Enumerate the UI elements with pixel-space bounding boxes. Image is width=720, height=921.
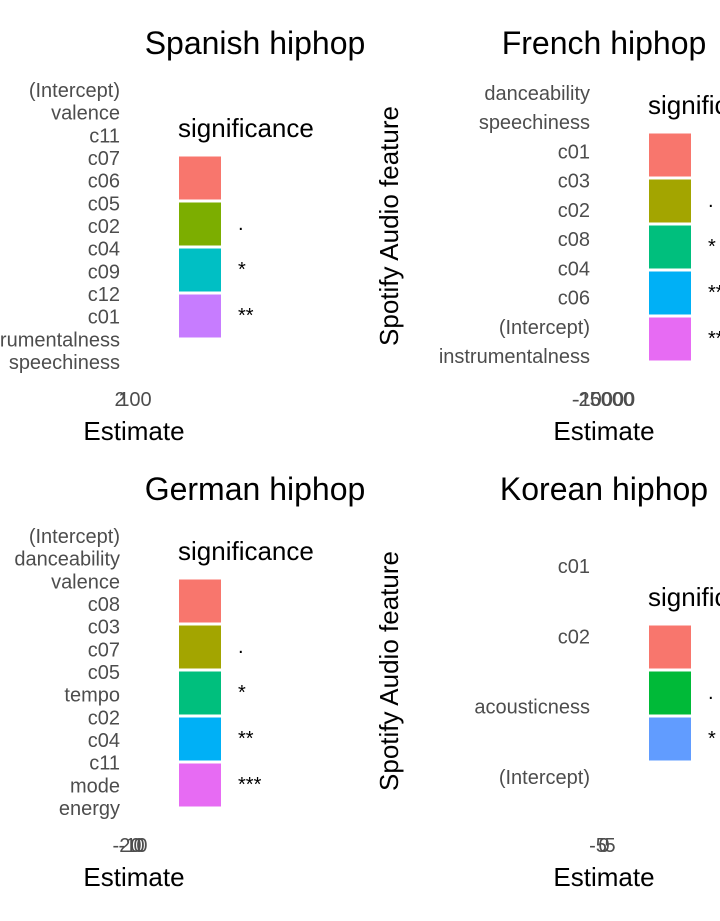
panel-1-legend-title: significance [178, 113, 314, 143]
panel-1-y-tick-label: c12 [88, 284, 120, 306]
panel-4-x-axis-title: Estimate [553, 862, 654, 892]
panel-4-legend-title: significance [648, 582, 720, 612]
panel-2-x-tick-label: -25000 [572, 389, 634, 411]
panel-1-legend-swatch [179, 156, 221, 200]
panel-2-y-tick-label: c08 [558, 229, 590, 251]
panel-3-y-tick-label: tempo [64, 685, 120, 707]
panel-2-legend-swatch [649, 317, 691, 361]
panel-3-legend-swatch [179, 763, 221, 807]
panel-2-y-tick-label: c01 [558, 141, 590, 163]
panel-1-y-tick-label: c11 [89, 125, 120, 147]
panel-2-y-axis-title: Spotify Audio feature [374, 106, 404, 346]
panel-2-legend-title: significance [648, 90, 720, 120]
panel-3-legend-label: ** [238, 728, 254, 750]
panel-3-legend-label: *** [238, 774, 262, 796]
panel-1-x-tick-label: 2 [114, 389, 125, 411]
panel-2-x-tick-label: -10000 [573, 389, 635, 411]
panel-1-y-tick-label: c04 [88, 239, 120, 261]
panel-2-legend-swatch [649, 133, 691, 177]
panel-3-y-tick-label: c11 [89, 753, 120, 775]
panel-3-y-tick-label: c07 [88, 639, 120, 661]
panel-1-legend-label: . [238, 213, 244, 235]
panel-1-y-tick-label: c02 [88, 216, 120, 238]
panel-1-y-tick-label: c06 [88, 171, 120, 193]
panel-4-y-axis-title: Spotify Audio feature [374, 551, 404, 791]
panel-3-y-tick-label: c08 [88, 594, 120, 616]
panel-4-legend-swatch [649, 717, 691, 761]
panel-3-legend-swatch [179, 625, 221, 669]
panel-2-legend-label: *** [708, 328, 720, 350]
panel-1-y-tick-label: c05 [88, 193, 120, 215]
panel-4-title: Korean hiphop [500, 471, 708, 507]
panel-1-legend-swatch [179, 248, 221, 292]
panel-3-y-tick-label: c03 [88, 617, 120, 639]
panel-3-x-tick-label: 0 [133, 835, 144, 857]
panel-2-y-tick-label: c06 [558, 288, 590, 310]
panel-3-legend-swatch [179, 671, 221, 715]
panel-3-legend-label: * [238, 682, 246, 704]
panel-2-x-axis-title: Estimate [553, 416, 654, 446]
panel-3-legend-swatch [179, 579, 221, 623]
panel-4-x-tick-label: 0 [598, 835, 609, 857]
panel-3-legend-title: significance [178, 536, 314, 566]
panel-1-x-tick-label: 100 [118, 389, 151, 411]
panel-1-legend-label: ** [238, 305, 254, 327]
panel-3-x-axis-title: Estimate [83, 862, 184, 892]
panel-1-y-tick-label: (Intercept) [29, 80, 120, 102]
panel-4-legend-label: . [708, 682, 714, 704]
panel-2-y-tick-label: speechiness [479, 112, 590, 134]
panel-1-y-tick-label: valence [51, 103, 120, 125]
panel-4-y-tick-label: c01 [558, 556, 590, 578]
panel-3-x-tick-label: -10 [119, 835, 148, 857]
panel-2-title: French hiphop [502, 25, 707, 61]
panel-3-y-tick-label: (Intercept) [29, 526, 120, 548]
panel-1-x-axis-title: Estimate [83, 416, 184, 446]
panel-2-y-tick-label: danceability [484, 83, 590, 105]
panel-2-legend-swatch [649, 179, 691, 223]
panel-1-title: Spanish hiphop [145, 25, 366, 61]
panel-2-legend-swatch [649, 225, 691, 269]
panel-2-y-tick-label: c04 [558, 258, 590, 280]
panel-3-title: German hiphop [145, 471, 366, 507]
panel-3-y-tick-label: mode [70, 775, 120, 797]
panel-3-y-tick-label: danceability [14, 549, 120, 571]
panel-2-y-tick-label: (Intercept) [499, 317, 590, 339]
panel-4-y-tick-label: c02 [558, 626, 590, 648]
panel-3-x-tick-label: -20 [113, 835, 142, 857]
panel-4-y-tick-label: (Intercept) [499, 767, 590, 789]
panel-1-legend-label: * [238, 259, 246, 281]
panel-1-y-tick-label: c01 [88, 307, 120, 329]
panel-4-legend-swatch [649, 671, 691, 715]
panel-2-y-tick-label: instrumentalness [439, 346, 590, 368]
panel-1-legend-swatch [179, 202, 221, 246]
panel-2-legend-label: ** [708, 282, 720, 304]
panel-1-y-tick-label: c07 [88, 148, 120, 170]
panel-2-y-tick-label: c03 [558, 171, 590, 193]
panel-4-x-tick-label: 5 [604, 835, 615, 857]
panel-2-legend-swatch [649, 271, 691, 315]
panel-3-y-tick-label: c04 [88, 730, 120, 752]
panel-2-legend-label: * [708, 236, 716, 258]
panel-3-y-tick-label: c02 [88, 707, 120, 729]
panel-1-legend-swatch [179, 294, 221, 338]
panel-1-y-tick-label: c09 [88, 261, 120, 283]
panel-3-legend-label: . [238, 636, 244, 658]
panel-4-x-tick-label: -5 [589, 835, 607, 857]
panel-3-y-tick-label: c05 [88, 662, 120, 684]
panel-1-y-tick-label: speechiness [9, 352, 120, 374]
panel-2-y-tick-label: c02 [558, 200, 590, 222]
panel-3-y-tick-label: valence [51, 571, 120, 593]
panel-4-legend-label: * [708, 728, 716, 750]
panel-3-y-tick-label: energy [59, 798, 120, 820]
panel-1-y-tick-label: instrumentalness [0, 329, 120, 351]
panel-4-y-tick-label: acousticness [474, 697, 590, 719]
panel-2-legend-label: . [708, 190, 714, 212]
panel-4-legend-swatch [649, 625, 691, 669]
panel-3-legend-swatch [179, 717, 221, 761]
